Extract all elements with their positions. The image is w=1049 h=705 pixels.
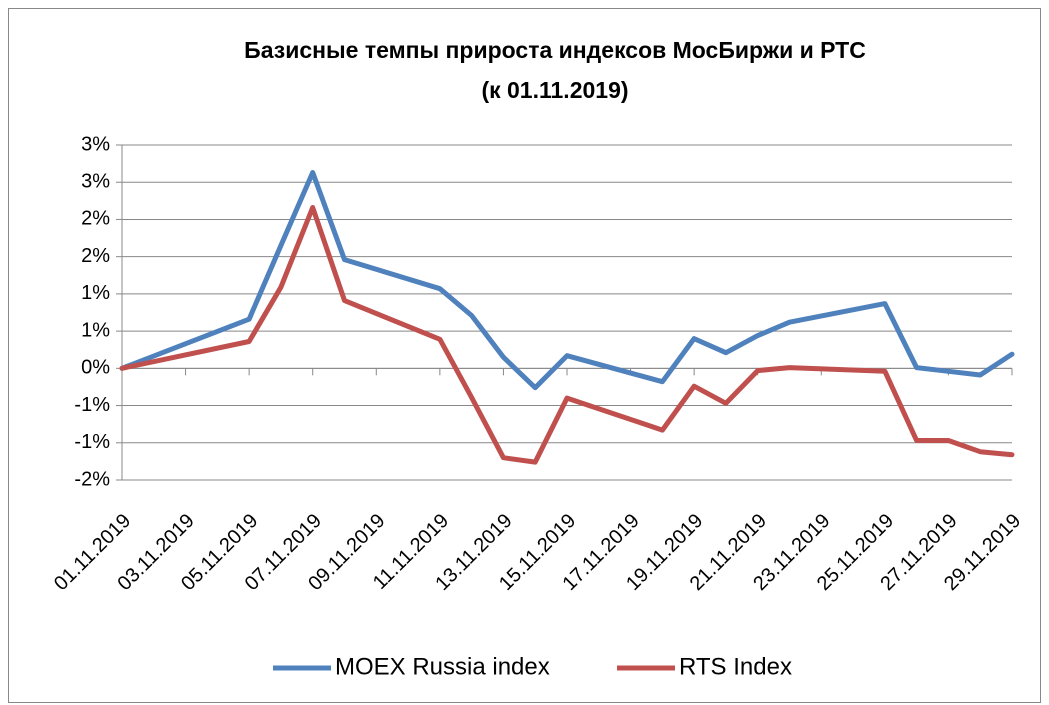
- y-tick-label: 3%: [81, 133, 110, 155]
- legend-label: RTS Index: [679, 653, 792, 680]
- y-tick-label: 2%: [81, 208, 110, 230]
- legend-label: MOEX Russia index: [335, 653, 550, 680]
- series-line: [119, 170, 1015, 391]
- y-tick-label: 1%: [81, 319, 110, 341]
- y-tick-label: 3%: [81, 171, 110, 193]
- y-tick-label: -2%: [74, 468, 110, 490]
- y-tick-label: 2%: [81, 245, 110, 267]
- chart-border: [8, 8, 1041, 703]
- chart-subtitle: (к 01.11.2019): [481, 77, 628, 103]
- y-tick-label: 1%: [81, 282, 110, 304]
- chart-title: Базисные темпы прироста индексов МосБирж…: [244, 37, 866, 63]
- y-tick-label: -1%: [74, 394, 110, 416]
- y-tick-label: 0%: [81, 357, 110, 379]
- y-tick-label: -1%: [74, 431, 110, 453]
- series-line: [119, 205, 1015, 465]
